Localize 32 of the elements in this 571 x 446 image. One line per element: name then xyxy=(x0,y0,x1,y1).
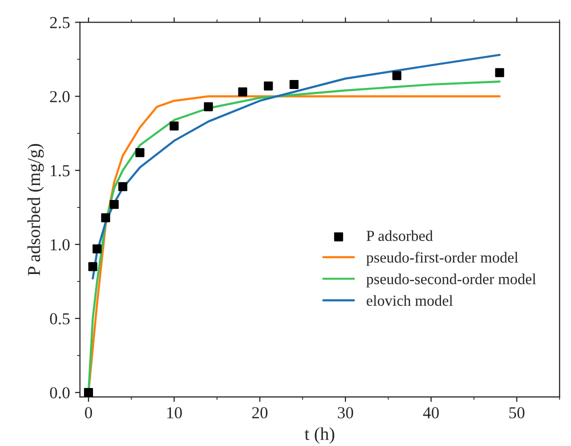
x-tick-label: 10 xyxy=(167,407,182,418)
x-axis-title: t (h) xyxy=(304,427,334,444)
x-tick-label: 40 xyxy=(423,407,439,418)
point xyxy=(264,81,273,90)
legend-label: pseudo-second-order model xyxy=(366,274,536,288)
point xyxy=(204,102,213,112)
x-tick-label: 0 xyxy=(84,407,92,418)
point xyxy=(392,71,402,80)
point xyxy=(238,87,248,96)
point xyxy=(88,262,98,272)
y-tick-label: 2.0 xyxy=(50,91,70,102)
legend-label: elovich model xyxy=(366,295,453,306)
point xyxy=(135,148,144,158)
point xyxy=(170,121,179,130)
y-tick-label: 1.0 xyxy=(50,239,70,250)
x-tick-label: 50 xyxy=(509,407,524,418)
y-tick-label: 0.0 xyxy=(50,387,70,399)
point xyxy=(118,182,128,192)
point xyxy=(290,80,299,89)
x-tick-label: 20 xyxy=(252,407,268,418)
y-axis-title: P adsorbed (mg/g) xyxy=(27,144,44,276)
point xyxy=(101,213,110,222)
legend-label: P adsorbed xyxy=(366,230,433,242)
point xyxy=(495,68,504,78)
y-tick-label: 1.5 xyxy=(50,165,70,176)
point xyxy=(84,388,94,397)
y-tick-label: 0.5 xyxy=(50,313,70,324)
point xyxy=(92,244,102,254)
point xyxy=(110,200,119,209)
y-tick-label: 2.5 xyxy=(50,17,70,28)
x-tick-label: 30 xyxy=(338,407,354,418)
legend-label: pseudo-first-order model xyxy=(366,252,518,266)
